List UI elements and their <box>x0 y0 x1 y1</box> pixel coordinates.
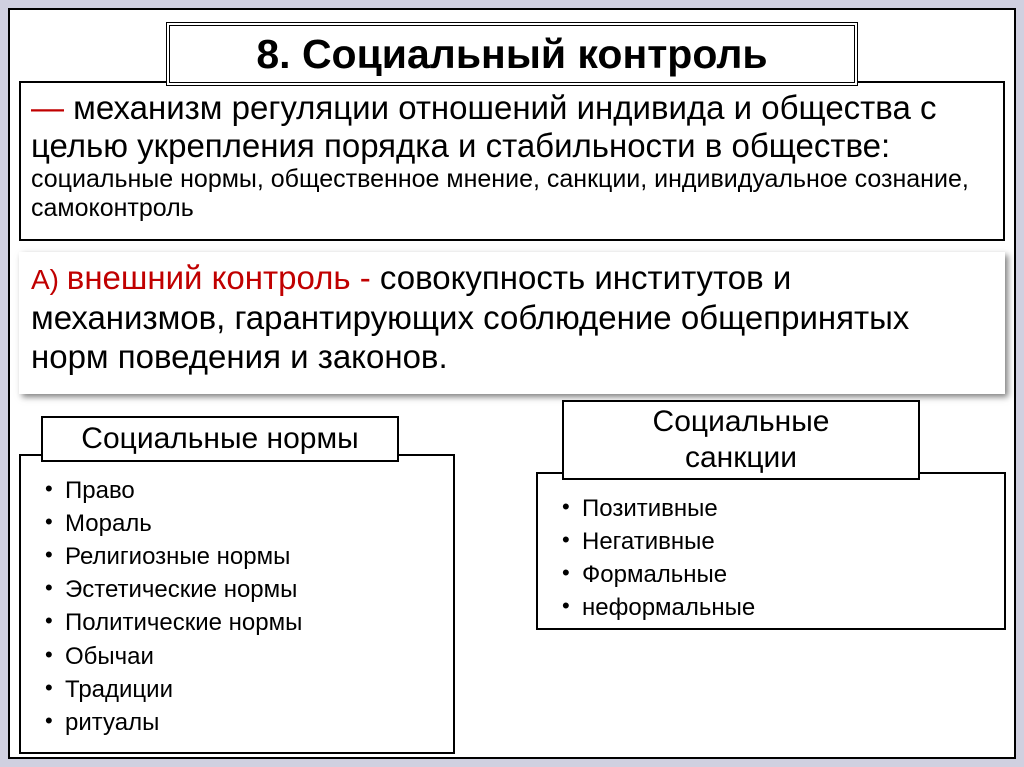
list-item: Обычаи <box>65 640 437 673</box>
external-control-text: А) внешний контроль - совокупность инсти… <box>31 258 993 377</box>
definition-dash: — <box>31 89 64 126</box>
ext-label: внешний контроль - <box>67 259 380 296</box>
norms-header-box: Социальные нормы <box>41 416 399 462</box>
list-item: Негативные <box>582 525 988 558</box>
sanctions-header-line1: Социальные <box>653 405 830 438</box>
list-item: Религиозные нормы <box>65 540 437 573</box>
list-item: Эстетические нормы <box>65 573 437 606</box>
sanctions-body-box: Позитивные Негативные Формальные неформа… <box>536 472 1006 630</box>
norms-header: Социальные нормы <box>81 422 358 456</box>
sanctions-header-box: Социальные санкции <box>562 400 920 480</box>
list-item: неформальные <box>582 591 988 624</box>
definition-sub: социальные нормы, общественное мнение, с… <box>31 165 969 222</box>
slide: 8. Социальный контроль — механизм регуля… <box>0 0 1024 767</box>
definition-text: — механизм регуляции отношений индивида … <box>31 89 993 222</box>
list-item: Традиции <box>65 673 437 706</box>
list-item: ритуалы <box>65 706 437 739</box>
list-item: Политические нормы <box>65 606 437 639</box>
norms-body-box: Право Мораль Религиозные нормы Эстетичес… <box>19 454 455 754</box>
sanctions-header: Социальные санкции <box>653 404 830 476</box>
external-control-box: А) внешний контроль - совокупность инсти… <box>19 252 1005 394</box>
definition-box: — механизм регуляции отношений индивида … <box>19 81 1005 241</box>
list-item: Право <box>65 474 437 507</box>
title-box: 8. Социальный контроль <box>166 22 858 86</box>
list-item: Позитивные <box>582 492 988 525</box>
sanctions-header-line2: санкции <box>685 441 797 474</box>
norms-list: Право Мораль Религиозные нормы Эстетичес… <box>43 474 437 739</box>
slide-title: 8. Социальный контроль <box>256 31 767 78</box>
list-item: Мораль <box>65 507 437 540</box>
list-item: Формальные <box>582 558 988 591</box>
ext-a-label: А) <box>31 264 67 295</box>
sanctions-list: Позитивные Негативные Формальные неформа… <box>560 492 988 624</box>
definition-main: механизм регуляции отношений индивида и … <box>31 89 936 164</box>
